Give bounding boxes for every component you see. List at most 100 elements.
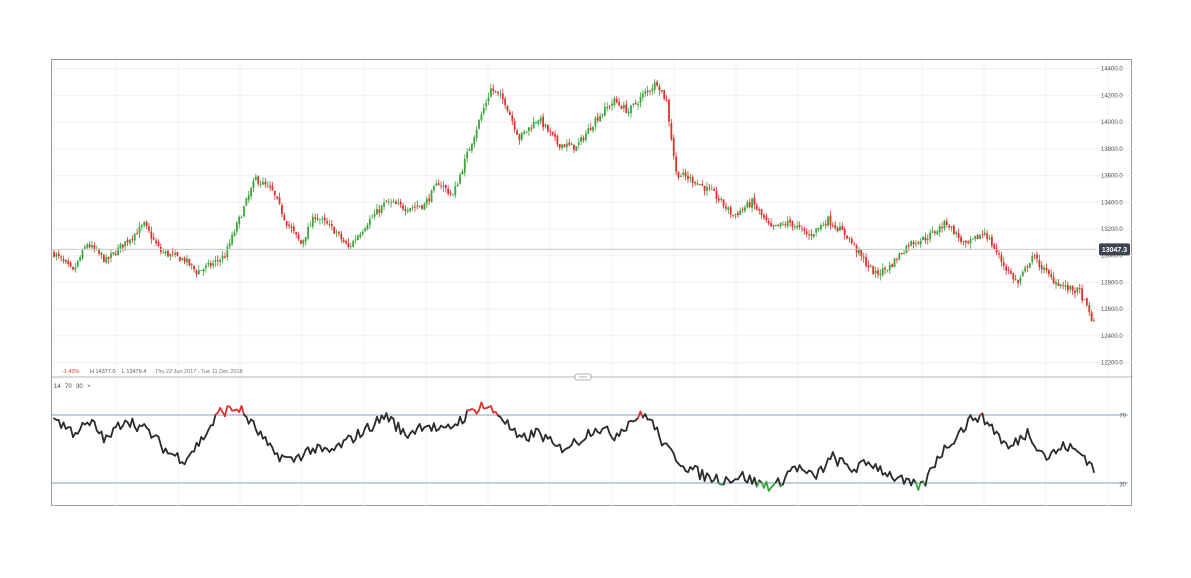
candle-body (352, 240, 355, 247)
candle-body (630, 105, 632, 114)
candle-body (948, 225, 951, 228)
price-tick-label: 12600.0 (1101, 307, 1123, 313)
candle-body (221, 255, 224, 260)
rsi-segment (701, 469, 706, 482)
candle-body (537, 120, 540, 124)
candle-body (459, 174, 461, 184)
candle-body (347, 243, 350, 247)
candle-body (228, 243, 231, 247)
rsi-segment (292, 455, 298, 463)
candle-body (563, 144, 566, 148)
candle-body (428, 198, 431, 201)
candle-body (233, 232, 236, 236)
candle-body (1047, 270, 1050, 275)
candle-body (53, 251, 55, 257)
close-icon[interactable]: × (87, 383, 91, 390)
candle-body (625, 104, 628, 113)
rsi-upper-level-label: 70 (1119, 414, 1126, 420)
candle-body (307, 226, 309, 239)
candle-body (136, 233, 139, 235)
candle-body (755, 205, 758, 210)
candle-body (950, 226, 953, 228)
rsi-segment (672, 452, 678, 462)
candle-body (178, 256, 181, 262)
candle-body (922, 236, 924, 241)
candle-body (1088, 305, 1091, 313)
rsi-segment (953, 437, 958, 445)
candle-body (549, 130, 552, 132)
candle-body (627, 111, 630, 114)
candle-body (874, 270, 877, 274)
candle-body (575, 146, 578, 151)
candle-body (235, 222, 238, 232)
rsi-segment (136, 424, 141, 433)
candle-body (285, 221, 288, 226)
candle-body (565, 143, 568, 148)
candle-body (444, 185, 447, 189)
pane-resize-handle[interactable] (574, 373, 592, 381)
candle-body (1050, 274, 1053, 278)
candle-body (216, 260, 219, 262)
candle-body (573, 144, 575, 151)
candle-body (1055, 281, 1057, 285)
rsi-segment (252, 420, 257, 431)
rsi-lower-setting: 30 (76, 384, 83, 390)
candle-body (637, 103, 640, 105)
rsi-segment (110, 427, 115, 438)
candle-body (613, 97, 616, 106)
rsi-segment (1028, 436, 1034, 444)
candle-body (487, 97, 490, 102)
rsi-segment (392, 418, 397, 432)
rsi-segment (1017, 434, 1022, 446)
candle-body (967, 241, 970, 244)
candle-body (974, 235, 977, 239)
rsi-segment (708, 475, 713, 483)
rsi-segment (815, 468, 820, 480)
candle-body (98, 249, 101, 254)
candle-body (599, 115, 602, 122)
candle-body (658, 86, 661, 91)
candle-body (660, 90, 663, 92)
info-bar: -1.43% H 14377.0 L 12479.4 Thu 22 Jun 20… (62, 369, 243, 375)
candle-body (102, 254, 105, 263)
candle-body (1033, 255, 1036, 257)
current-price-badge: 13047.3 (1099, 243, 1130, 256)
current-price-label: 13047.3 (1102, 247, 1127, 254)
candle-body (219, 259, 222, 263)
rsi-segment (1090, 462, 1095, 474)
candle-body (570, 143, 573, 146)
candle-body (611, 103, 613, 106)
rsi-segment (824, 457, 829, 467)
candle-body (150, 231, 153, 239)
rsi-segment (998, 433, 1003, 445)
candle-body (945, 221, 948, 225)
candle-body (214, 260, 217, 262)
candle-body (812, 234, 815, 237)
candle-body (328, 224, 331, 225)
candle-body (475, 129, 478, 138)
candle-body (888, 265, 891, 271)
candle-body (1019, 277, 1022, 283)
candle-body (1005, 266, 1008, 271)
rsi-segment (558, 443, 564, 454)
candle-body (767, 220, 770, 224)
candle-body (335, 232, 338, 234)
candle-body (435, 183, 438, 186)
candle-body (829, 215, 832, 225)
candle-body (988, 237, 991, 240)
change-percent: -1.43% (62, 369, 80, 375)
candle-body (701, 183, 704, 186)
candle-body (62, 259, 65, 261)
rsi-segment (340, 439, 345, 449)
candle-body (691, 177, 694, 183)
candle-body (577, 142, 580, 145)
candle-body (468, 149, 471, 152)
candle-body (86, 244, 89, 248)
candle-body (354, 239, 357, 241)
rsi-segment (644, 413, 649, 421)
candle-body (516, 130, 518, 135)
rsi-segment (102, 434, 108, 444)
candle-body (67, 261, 70, 264)
candle-body (79, 257, 82, 261)
rsi-segment (302, 448, 307, 457)
